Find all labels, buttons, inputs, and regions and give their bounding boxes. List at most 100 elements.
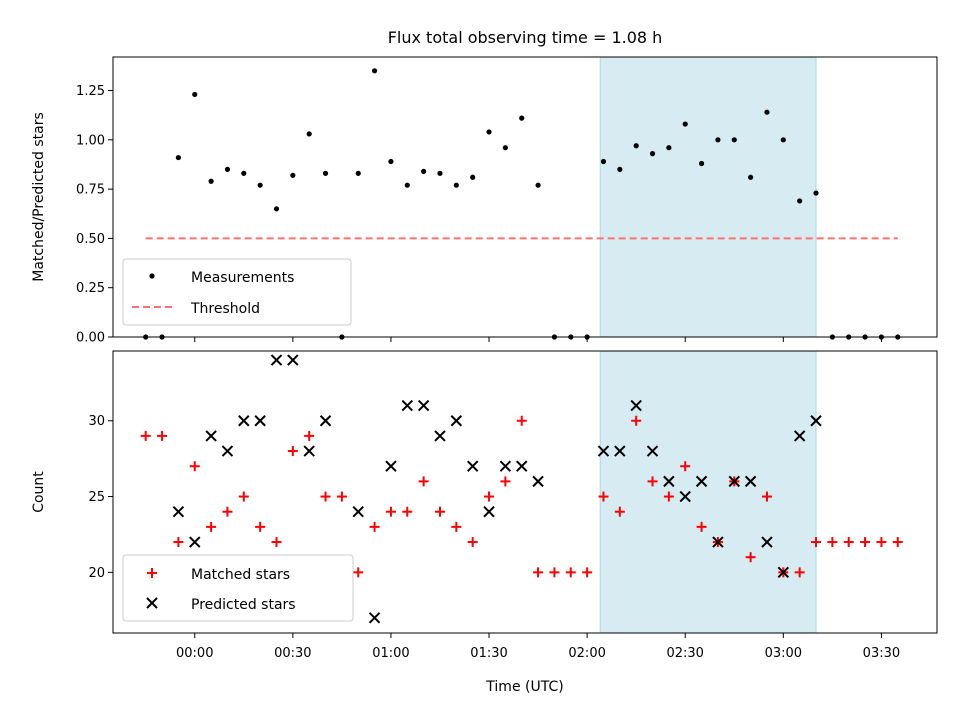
measurement-points	[143, 68, 901, 340]
measurement-point	[355, 170, 361, 176]
matched-star-point	[402, 506, 413, 517]
matched-star-point	[631, 415, 642, 426]
measurement-point	[224, 166, 231, 172]
predicted-star-point	[695, 475, 708, 488]
matched-star-point	[876, 537, 887, 548]
matched-star-point	[140, 430, 151, 441]
predicted-star-point	[499, 460, 512, 472]
predicted-star-point	[385, 460, 397, 472]
y-tick-label: 0.00	[76, 331, 105, 346]
x-tick-label: 00:00	[176, 646, 213, 661]
top-y-ticks: 0.00 0.25 0.50 0.75 1.00 1.25	[76, 84, 113, 346]
measurement-point	[421, 168, 427, 174]
measurement-point	[764, 109, 770, 115]
matched-star-point	[336, 491, 347, 502]
measurement-point	[780, 137, 786, 143]
matched-star-point	[418, 476, 429, 487]
measurement-point	[600, 158, 607, 165]
chart-title: Flux total observing time = 1.08 h	[388, 28, 663, 47]
legend-predicted-label: Predicted stars	[191, 597, 296, 613]
predicted-star-point	[303, 445, 315, 457]
measurement-point	[502, 145, 508, 151]
bottom-legend-box	[122, 554, 354, 622]
y-tick-label: 1.25	[76, 84, 105, 99]
predicted-star-point	[189, 536, 201, 548]
y-tick-label: 1.00	[76, 133, 105, 148]
legend-predicted-marker	[146, 597, 158, 609]
measurement-point	[519, 115, 525, 121]
y-tick-label: 0.25	[76, 281, 105, 296]
matched-star-point	[582, 567, 593, 578]
matched-star-point	[892, 537, 903, 548]
matched-star-point	[696, 521, 707, 532]
x-tick-label: 00:30	[274, 646, 311, 661]
measurement-point	[388, 158, 394, 165]
matched-star-point	[549, 567, 560, 578]
predicted-star-point	[646, 445, 659, 457]
matched-star-point	[206, 521, 217, 532]
top-x-ticks	[194, 337, 882, 342]
predicted-star-point	[483, 506, 495, 518]
predicted-star-point	[614, 445, 626, 457]
predicted-star-point	[761, 536, 773, 548]
measurement-point	[682, 121, 688, 127]
predicted-stars-points	[172, 354, 822, 624]
measurement-point	[797, 198, 803, 204]
matched-star-point	[647, 476, 658, 487]
matched-star-point	[287, 446, 298, 457]
predicted-star-point	[679, 490, 691, 503]
legend-measurements-marker	[149, 273, 155, 279]
predicted-star-point	[205, 430, 217, 442]
x-tick-label: 03:00	[765, 646, 802, 661]
measurement-point	[715, 137, 721, 143]
predicted-star-point	[597, 445, 610, 457]
measurement-point	[192, 91, 198, 98]
predicted-star-point	[368, 612, 381, 624]
measurement-point	[813, 190, 819, 196]
measurement-point	[649, 151, 656, 157]
predicted-star-point	[434, 430, 446, 442]
bottom-panel: 20 25 30 00:00 00:30 01:00 01:30 02:00 02:30 03:…	[31, 350, 938, 661]
matched-star-point	[238, 491, 249, 502]
bottom-legend: Matched stars Predicted stars	[122, 554, 354, 622]
matched-star-point	[385, 506, 396, 517]
x-tick-label: 01:30	[470, 646, 507, 661]
predicted-star-point	[810, 415, 822, 427]
matched-star-point	[516, 415, 527, 426]
matched-star-point	[745, 552, 756, 563]
matched-star-point	[451, 521, 462, 532]
predicted-star-point	[793, 430, 806, 442]
matched-star-point	[271, 537, 282, 548]
predicted-star-point	[532, 475, 544, 488]
predicted-star-point	[319, 415, 332, 427]
matched-star-point	[794, 567, 805, 578]
top-legend-box	[122, 258, 352, 326]
y-tick-label: 25	[88, 490, 105, 505]
x-tick-label: 01:00	[372, 646, 409, 661]
predicted-star-point	[712, 536, 724, 548]
legend-matched-marker	[147, 568, 157, 578]
x-axis-label: Time (UTC)	[485, 679, 563, 695]
matched-star-point	[304, 430, 315, 441]
matched-star-point	[565, 567, 576, 578]
y-tick-label: 30	[88, 414, 105, 429]
measurement-point	[371, 68, 378, 74]
matched-star-point	[369, 521, 380, 532]
bottom-highlight-span	[599, 350, 817, 634]
x-tick-label: 03:30	[863, 646, 900, 661]
measurement-point	[748, 174, 754, 180]
matched-star-point	[533, 567, 544, 578]
matched-star-point	[467, 537, 478, 548]
legend-matched-label: Matched stars	[191, 567, 290, 583]
measurement-point	[666, 145, 672, 151]
legend-measurements-label: Measurements	[191, 270, 294, 286]
matched-star-point	[680, 461, 691, 472]
measurement-point	[698, 160, 705, 167]
matched-star-point	[434, 506, 445, 517]
predicted-star-point	[663, 475, 675, 488]
predicted-star-point	[221, 445, 234, 457]
matched-star-point	[353, 567, 364, 578]
measurement-point	[486, 129, 492, 135]
predicted-star-point	[466, 460, 479, 472]
predicted-star-point	[417, 399, 430, 412]
